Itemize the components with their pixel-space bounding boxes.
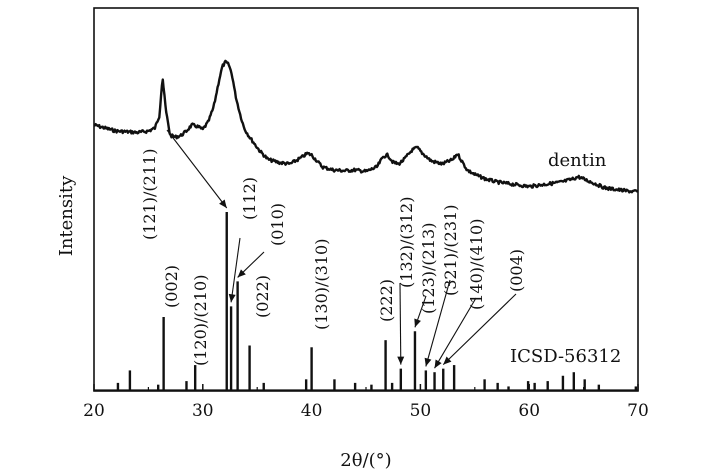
peak-label: (112) (240, 177, 259, 220)
annotation-leader-line (434, 297, 477, 369)
dentin-series-line (93, 59, 639, 194)
peak-label: (120)/(210) (191, 275, 210, 366)
peak-label: (010) (268, 203, 287, 246)
annotation-leader-line (230, 237, 241, 303)
x-tick-label: 50 (410, 401, 432, 421)
plot-frame (93, 7, 639, 392)
y-axis-label: Intensity (56, 175, 77, 256)
peak-label: (321)/(231) (441, 205, 460, 296)
annotation-arrowhead (443, 356, 452, 365)
annotation-leader-line (442, 293, 517, 366)
x-tick-label: 30 (192, 401, 214, 421)
annotation-arrowhead (237, 269, 246, 278)
peak-label: (140)/(410) (467, 219, 486, 310)
peak-annotations: (002) (120)/(210) (121)/(211) (112) (010) (02… (140, 129, 526, 369)
x-axis-label: 2θ/(°) (340, 450, 391, 471)
annotation-leader-line (425, 279, 451, 367)
dentin-series-label: dentin (548, 150, 607, 171)
annotation-arrowhead (397, 356, 405, 365)
peak-label: (130)/(310) (312, 239, 331, 330)
icsd-reference-peaks (94, 212, 638, 391)
peak-label: (022) (253, 275, 272, 318)
annotation-arrowhead (219, 199, 227, 208)
annotation-arrowhead (228, 293, 236, 303)
annotation-leader-line (166, 129, 228, 209)
peak-label: (132)/(312) (397, 197, 416, 288)
x-axis-tick-labels: 20 30 40 50 60 70 (83, 401, 649, 421)
annotation-arrowhead (414, 318, 421, 328)
x-tick-label: 20 (83, 401, 105, 421)
annotation-leader-line (399, 282, 402, 365)
x-tick-label: 60 (518, 401, 540, 421)
peak-label: (002) (162, 265, 181, 308)
peak-label: (222) (377, 279, 396, 322)
peak-label: (004) (507, 249, 526, 292)
x-tick-label: 70 (627, 401, 649, 421)
peak-label: (123)/(213) (419, 223, 438, 314)
peak-label: (121)/(211) (140, 149, 159, 240)
annotation-arrowhead (424, 357, 432, 367)
annotation-arrowhead (434, 359, 442, 369)
x-tick-label: 40 (301, 401, 323, 421)
icsd-series-label: ICSD-56312 (510, 346, 621, 367)
